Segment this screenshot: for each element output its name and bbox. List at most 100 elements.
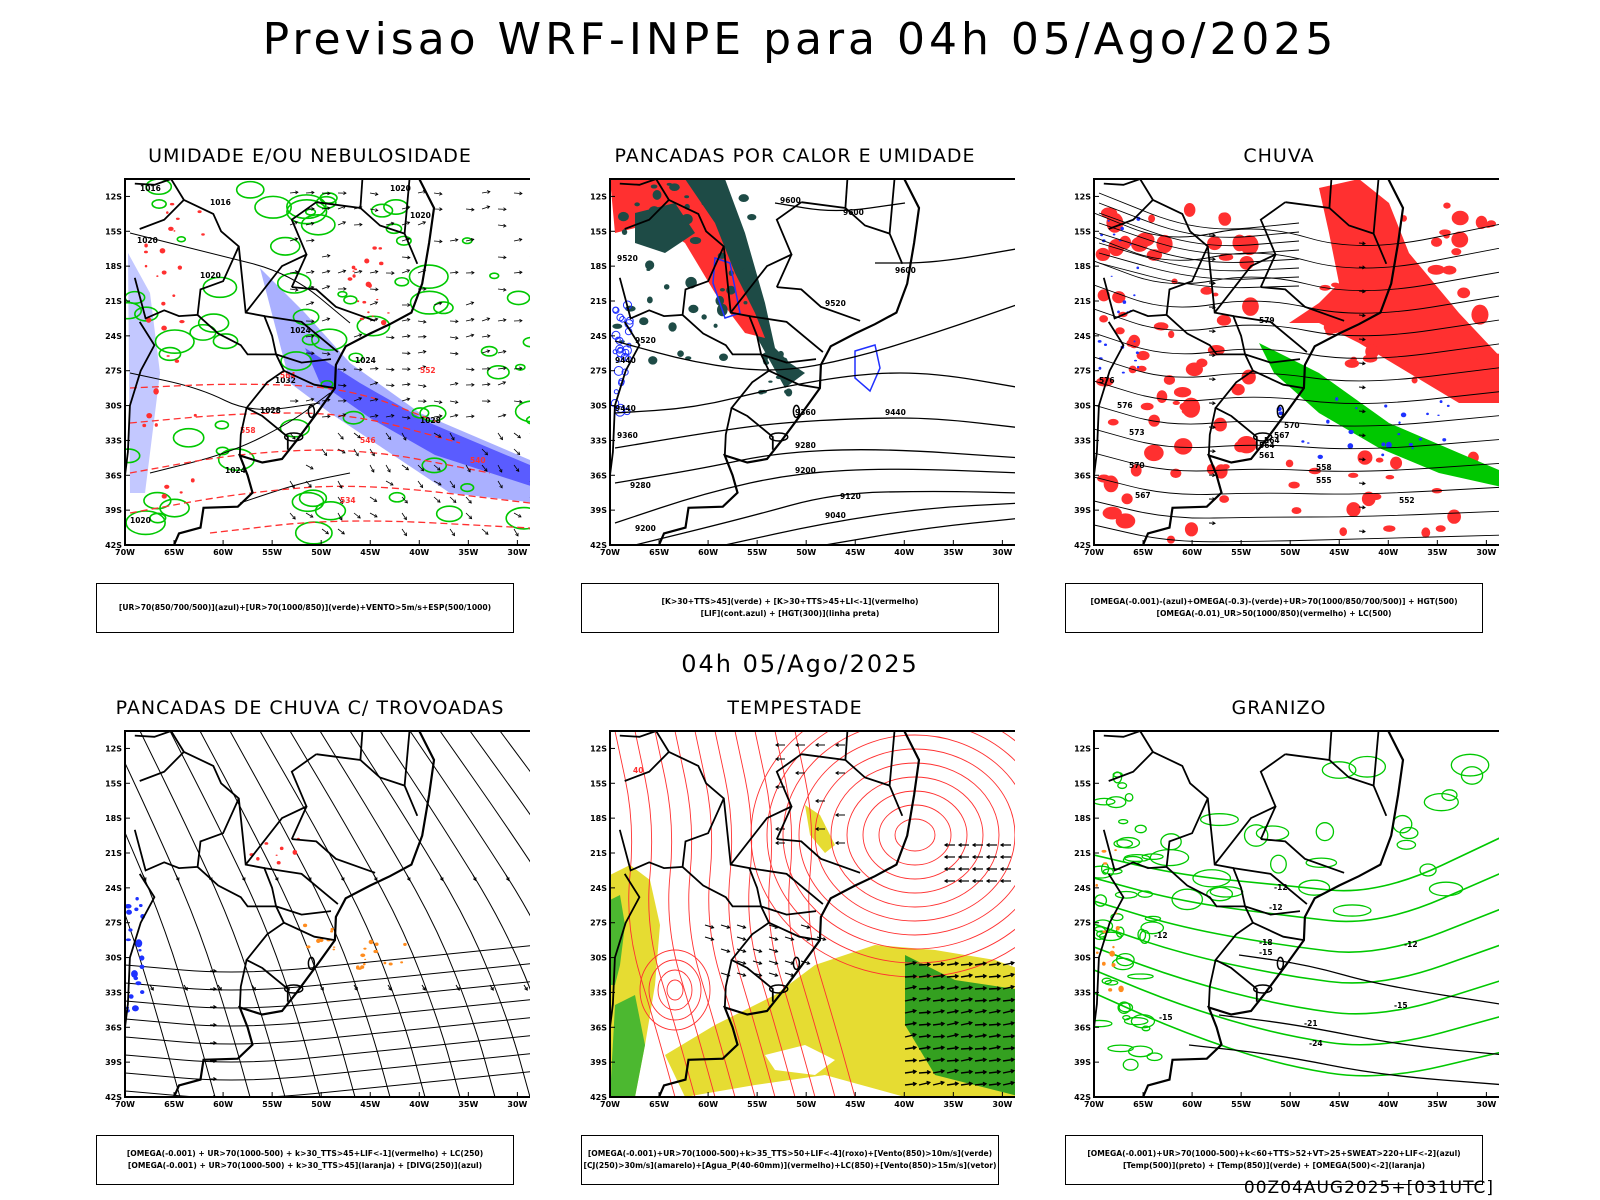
wind-vector — [1002, 1070, 1014, 1074]
wind-vector-head — [954, 1058, 960, 1063]
lon-label: 70W — [600, 1100, 620, 1109]
wind-vector-head — [742, 925, 747, 929]
border-line — [1252, 921, 1305, 941]
divergence-blob — [138, 948, 142, 952]
wind-vector-head — [926, 1080, 932, 1086]
panel-trovoadas: PANCADAS DE CHUVA C/ TROVOADAS 12S 15S 18S… — [90, 697, 530, 1187]
wind-vector — [736, 936, 746, 941]
lon-label: 55W — [262, 548, 282, 557]
border-line — [1328, 179, 1333, 209]
wind-vector-head — [375, 287, 379, 292]
precip-blob — [1172, 400, 1180, 405]
wind-vector-head — [423, 399, 427, 404]
wind-vector-head — [710, 925, 715, 929]
wind-vector — [918, 998, 930, 1002]
wind-vector — [337, 512, 343, 521]
wind-vector-head — [940, 1021, 946, 1027]
contour-label: 561 — [1259, 451, 1275, 460]
wind-vector — [497, 350, 506, 354]
wind-vector-head — [968, 1008, 974, 1014]
lif-contour — [854, 344, 881, 393]
wind-vector — [321, 318, 330, 322]
precip-blob — [1130, 464, 1142, 477]
streamline-arrow-head — [1212, 257, 1216, 262]
wind-vector — [305, 480, 312, 488]
red-blob — [264, 842, 269, 845]
streamline-850 — [794, 731, 856, 1097]
wind-vector — [401, 335, 410, 338]
border-line — [1259, 806, 1277, 840]
streamline-arrow — [1358, 314, 1366, 317]
wind-vector-head — [996, 961, 1002, 967]
streamlines — [1094, 192, 1499, 543]
lon-label: 30W — [992, 1100, 1012, 1109]
temp850-contour — [1118, 1002, 1134, 1013]
streamline-arrow-head — [213, 1005, 217, 1009]
wind-vector-head — [996, 1009, 1002, 1014]
streamline-arrow-head — [1362, 289, 1366, 294]
wind-vector — [974, 999, 987, 1002]
streamline — [1094, 476, 1499, 495]
contour-label: -18 — [1259, 938, 1273, 947]
streamline — [1098, 252, 1300, 280]
wind-vector — [337, 368, 346, 371]
wind-vector — [904, 975, 917, 978]
wind-vector-head — [519, 318, 523, 323]
wind-vector-head — [940, 985, 946, 991]
precip-blob — [1108, 239, 1125, 257]
wind-vector-head — [515, 468, 520, 473]
wind-vector-head — [405, 466, 410, 471]
streamline — [1098, 192, 1300, 230]
wind-vector-head — [957, 854, 962, 860]
map-border — [609, 730, 1015, 1098]
streamline-arrow-head — [1212, 473, 1216, 478]
wind-vector-head — [1010, 960, 1015, 966]
wind-vector — [513, 528, 519, 537]
thickness-label-blob — [172, 294, 176, 297]
wind-vector-head — [943, 878, 948, 884]
map-pancadas-calor: 9600 9600 9600 9520 9520 9520 9440 9440 9440 9360… — [590, 178, 1015, 557]
streamline-arrow-head — [354, 987, 358, 991]
contour-label: 570 — [1284, 421, 1300, 430]
temp850-contour — [1123, 853, 1151, 863]
streamline-arrow — [1358, 458, 1366, 461]
streamline-arrow-head — [1212, 233, 1216, 238]
border-line — [1102, 798, 1209, 872]
wind-vector — [369, 496, 377, 502]
wind-vector — [1002, 1058, 1014, 1062]
wind-vector — [932, 963, 945, 966]
map-field: 40 — [610, 731, 1015, 1097]
precip-blob — [1170, 468, 1182, 478]
thickness-label-blob — [166, 355, 170, 357]
wind-vector-head — [454, 413, 459, 418]
omega-blue-blob — [1301, 440, 1305, 443]
wind-vector — [932, 1022, 945, 1026]
wind-vector — [932, 1070, 944, 1074]
wind-vector — [401, 496, 408, 504]
wind-vector-head — [407, 303, 411, 307]
wind-vector — [1002, 985, 1014, 990]
wind-vector-head — [454, 381, 459, 386]
wind-vector-head — [835, 771, 839, 775]
orange-blob — [363, 962, 366, 966]
temp850-contour — [1396, 839, 1417, 850]
streamline-arrow-head — [1362, 433, 1366, 438]
contour-label: 9200 — [635, 524, 656, 533]
wind-vector — [960, 1070, 973, 1074]
wind-vector-head — [926, 1033, 932, 1039]
wind-vector-head — [774, 937, 779, 941]
precip-blob — [1370, 493, 1382, 501]
streamline-arrow-head — [175, 877, 180, 882]
precip-blob — [1451, 231, 1469, 248]
thickness-label-blob — [354, 268, 358, 271]
lat-label: 27S — [590, 919, 607, 928]
wind-vector — [433, 464, 441, 471]
temp850-contour — [1269, 854, 1287, 874]
precip-blob — [1136, 232, 1155, 247]
omega-blue-blob — [1335, 397, 1339, 401]
k-tts-blob — [621, 229, 628, 236]
lon-label: 70W — [1084, 548, 1104, 557]
wind-vector — [736, 948, 746, 953]
omega-blue-blob — [1103, 343, 1108, 346]
wind-vector-head — [912, 1008, 918, 1014]
